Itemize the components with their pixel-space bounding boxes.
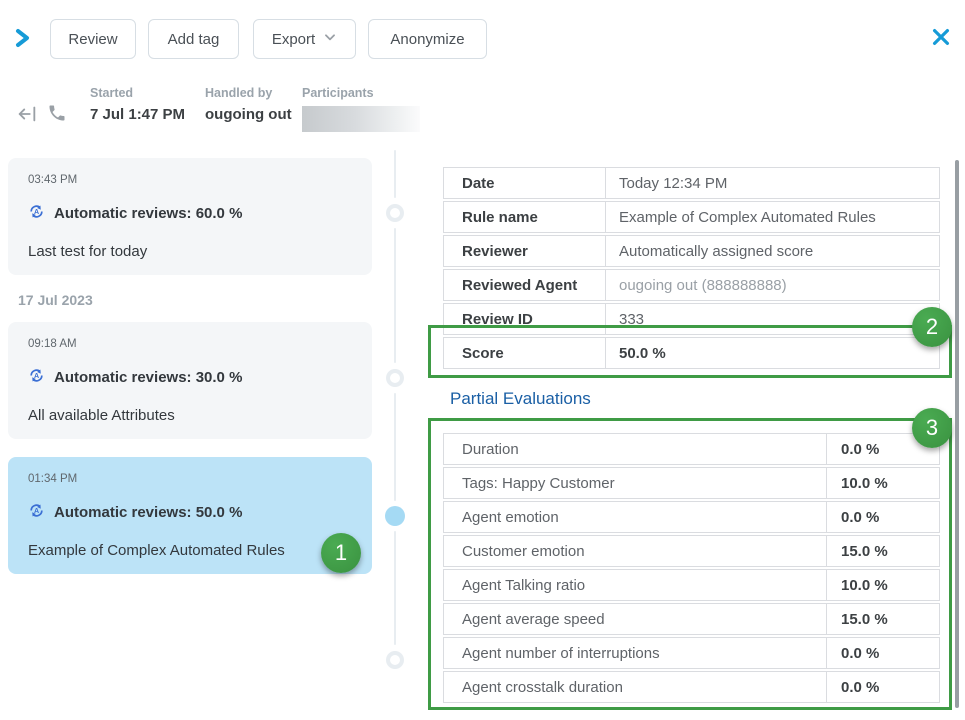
details-row-label: Review ID bbox=[444, 304, 606, 334]
svg-text:A: A bbox=[34, 372, 39, 380]
partial-evaluation-label: Agent emotion bbox=[444, 502, 827, 532]
details-table-row: Rule name Example of Complex Automated R… bbox=[443, 201, 940, 233]
participants-field: Participants bbox=[302, 86, 420, 132]
details-table-row: Reviewer Automatically assigned score bbox=[443, 235, 940, 267]
partial-evaluation-row: Agent average speed 15.0 % bbox=[443, 603, 940, 635]
details-row-label: Reviewer bbox=[444, 236, 606, 266]
partial-evaluations-table: Duration 0.0 % Tags: Happy Customer 10.0… bbox=[443, 433, 940, 705]
started-label: Started bbox=[90, 86, 134, 100]
handled-by-label: Handled by bbox=[205, 86, 273, 100]
review-card-0918am[interactable]: 09:18 AM A Automatic reviews: 30.0 % All… bbox=[8, 322, 372, 439]
partial-evaluation-value: 0.0 % bbox=[841, 644, 880, 662]
date-divider: 17 Jul 2023 bbox=[18, 292, 93, 308]
expand-panel-chevron-icon[interactable] bbox=[10, 26, 34, 50]
details-table-row: Reviewed Agent ougoing out (888888888) bbox=[443, 269, 940, 301]
partial-evaluation-row: Agent Talking ratio 10.0 % bbox=[443, 569, 940, 601]
details-table-row: Review ID 333 bbox=[443, 303, 940, 335]
call-direction-icon bbox=[16, 103, 38, 130]
details-row-value: 333 bbox=[619, 310, 645, 328]
review-card-score: Automatic reviews: 60.0 % bbox=[54, 205, 243, 222]
participants-redacted-value bbox=[302, 106, 420, 132]
automatic-review-icon: A bbox=[28, 502, 45, 523]
participants-label: Participants bbox=[302, 86, 374, 100]
timeline-dot[interactable] bbox=[386, 369, 404, 387]
partial-evaluation-row: Duration 0.0 % bbox=[443, 433, 940, 465]
automatic-review-icon: A bbox=[28, 203, 45, 224]
export-button[interactable]: Export bbox=[253, 19, 356, 59]
call-header: Started 7 Jul 1:47 PM Handled by ougoing… bbox=[0, 82, 965, 137]
review-card-time: 01:34 PM bbox=[28, 473, 78, 485]
started-value: 7 Jul 1:47 PM bbox=[90, 106, 186, 123]
partial-evaluation-label: Customer emotion bbox=[444, 536, 827, 566]
review-card-0134pm-selected[interactable]: 01:34 PM A Automatic reviews: 50.0 % Exa… bbox=[8, 457, 372, 574]
review-card-0343pm[interactable]: 03:43 PM A Automatic reviews: 60.0 % Las… bbox=[8, 158, 372, 275]
partial-evaluation-label: Duration bbox=[444, 434, 827, 464]
partial-evaluation-label: Agent number of interruptions bbox=[444, 638, 827, 668]
details-row-value: ougoing out (888888888) bbox=[619, 276, 787, 294]
review-card-time: 09:18 AM bbox=[28, 338, 77, 350]
partial-evaluation-value: 0.0 % bbox=[841, 508, 880, 526]
partial-evaluation-label: Agent crosstalk duration bbox=[444, 672, 827, 702]
timeline-dot[interactable] bbox=[386, 651, 404, 669]
details-row-value: Today 12:34 PM bbox=[619, 174, 728, 192]
svg-text:A: A bbox=[34, 208, 39, 216]
handled-by-field: Handled by ougoing out bbox=[205, 86, 292, 123]
partial-evaluation-label: Tags: Happy Customer bbox=[444, 468, 827, 498]
timeline-line bbox=[394, 393, 396, 501]
review-details-table: Date Today 12:34 PM Rule name Example of… bbox=[443, 167, 940, 371]
details-row-label: Rule name bbox=[444, 202, 606, 232]
details-table-row: Date Today 12:34 PM bbox=[443, 167, 940, 199]
partial-evaluation-row: Customer emotion 15.0 % bbox=[443, 535, 940, 567]
partial-evaluations-heading: Partial Evaluations bbox=[450, 389, 591, 408]
timeline-line bbox=[394, 228, 396, 363]
details-row-value: 50.0 % bbox=[619, 344, 666, 362]
partial-evaluation-value: 0.0 % bbox=[841, 678, 880, 696]
partial-evaluation-value: 10.0 % bbox=[841, 474, 888, 492]
review-card-description: Last test for today bbox=[28, 243, 148, 260]
partial-evaluation-value: 10.0 % bbox=[841, 576, 888, 594]
review-card-description: All available Attributes bbox=[28, 407, 175, 424]
close-icon[interactable] bbox=[930, 26, 954, 50]
timeline-line bbox=[394, 531, 396, 645]
partial-evaluation-row: Agent crosstalk duration 0.0 % bbox=[443, 671, 940, 703]
phone-icon bbox=[47, 103, 67, 128]
timeline-dot-active[interactable] bbox=[385, 506, 405, 526]
partial-evaluation-row: Agent emotion 0.0 % bbox=[443, 501, 940, 533]
vertical-scrollbar[interactable] bbox=[955, 160, 959, 708]
details-row-value: Automatically assigned score bbox=[619, 242, 814, 260]
handled-by-value: ougoing out bbox=[205, 106, 292, 123]
partial-evaluation-value: 0.0 % bbox=[841, 440, 880, 458]
svg-text:A: A bbox=[34, 507, 39, 515]
review-card-time: 03:43 PM bbox=[28, 174, 78, 186]
automatic-review-icon: A bbox=[28, 367, 45, 388]
review-card-description: Example of Complex Automated Rules bbox=[28, 542, 285, 559]
add-tag-button[interactable]: Add tag bbox=[148, 19, 239, 59]
partial-evaluation-label: Agent Talking ratio bbox=[444, 570, 827, 600]
details-row-label: Score bbox=[444, 338, 606, 368]
details-table-row: Score 50.0 % bbox=[443, 337, 940, 369]
partial-evaluation-row: Tags: Happy Customer 10.0 % bbox=[443, 467, 940, 499]
details-row-label: Reviewed Agent bbox=[444, 270, 606, 300]
export-button-label: Export bbox=[271, 30, 316, 48]
anonymize-button[interactable]: Anonymize bbox=[368, 19, 487, 59]
review-button[interactable]: Review bbox=[50, 19, 136, 59]
partial-evaluation-label: Agent average speed bbox=[444, 604, 827, 634]
toolbar: Review Add tag Export Anonymize bbox=[0, 0, 965, 78]
timeline-dot[interactable] bbox=[386, 204, 404, 222]
details-row-label: Date bbox=[444, 168, 606, 198]
review-card-score: Automatic reviews: 30.0 % bbox=[54, 369, 243, 386]
started-field: Started 7 Jul 1:47 PM bbox=[90, 86, 185, 123]
partial-evaluation-value: 15.0 % bbox=[841, 610, 888, 628]
review-card-score: Automatic reviews: 50.0 % bbox=[54, 504, 243, 521]
chevron-down-icon bbox=[323, 30, 337, 48]
partial-evaluation-value: 15.0 % bbox=[841, 542, 888, 560]
details-row-value: Example of Complex Automated Rules bbox=[619, 208, 876, 226]
partial-evaluation-row: Agent number of interruptions 0.0 % bbox=[443, 637, 940, 669]
timeline-line bbox=[394, 150, 396, 198]
